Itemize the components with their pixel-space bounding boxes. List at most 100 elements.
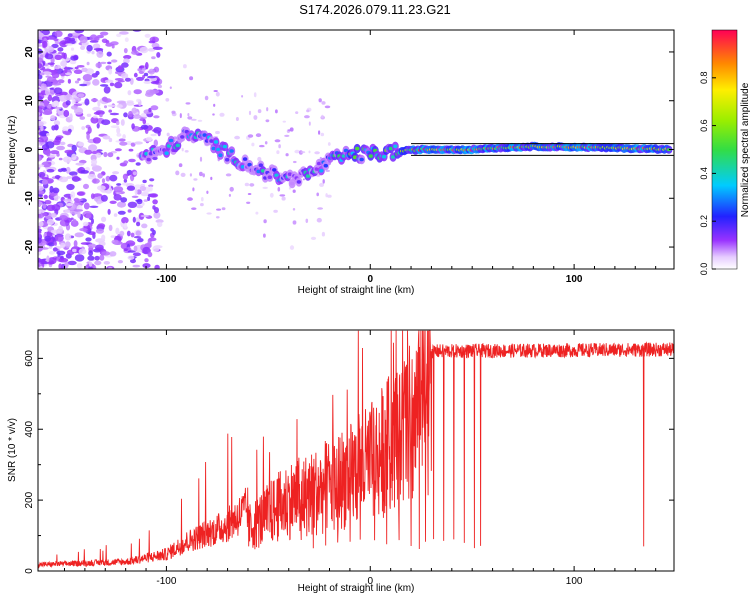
noise-blob	[89, 34, 98, 42]
noise-blob	[126, 101, 135, 106]
noise-blob	[79, 83, 88, 87]
noise-blob	[221, 207, 226, 211]
noise-blob	[120, 197, 128, 203]
noise-blob	[112, 171, 120, 175]
ridge-core	[146, 157, 151, 162]
noise-blob	[89, 40, 99, 43]
ridge-core	[272, 168, 277, 172]
noise-blob	[42, 110, 53, 115]
noise-blob	[327, 194, 332, 198]
noise-blob	[38, 250, 41, 256]
noise-blob	[189, 173, 192, 177]
noise-blob	[128, 148, 134, 152]
noise-blob	[61, 168, 67, 172]
noise-blob	[115, 120, 120, 126]
noise-blob	[51, 82, 62, 86]
noise-blob	[69, 59, 77, 65]
noise-blob	[259, 144, 265, 148]
noise-blob	[95, 152, 102, 158]
noise-blob	[215, 91, 220, 97]
noise-blob	[122, 173, 128, 180]
noise-blob	[103, 86, 111, 94]
noise-blob	[321, 114, 324, 118]
noise-blob	[279, 194, 286, 197]
noise-blob	[187, 197, 193, 201]
noise-blob	[157, 84, 162, 89]
y-tick-label: 0	[24, 568, 35, 574]
noise-blob	[70, 191, 76, 199]
noise-blob	[148, 184, 154, 188]
noise-blob	[302, 178, 305, 181]
noise-blob	[324, 105, 331, 109]
noise-blob	[88, 144, 98, 152]
colorbar-tick-label: 0.8	[699, 72, 709, 85]
noise-blob	[269, 192, 274, 198]
noise-blob	[157, 221, 163, 228]
noise-blob	[187, 113, 190, 117]
noise-blob	[104, 79, 114, 83]
ridge-core	[222, 144, 228, 149]
noise-blob	[147, 196, 151, 201]
noise-blob	[275, 109, 278, 114]
noise-blob	[144, 33, 151, 38]
noise-blob	[191, 207, 197, 210]
noise-blob	[91, 165, 102, 172]
noise-blob	[126, 230, 131, 237]
noise-blob	[111, 239, 119, 245]
noise-blob	[53, 38, 59, 42]
noise-blob	[38, 143, 41, 146]
noise-blob	[136, 198, 143, 205]
noise-blob	[44, 53, 54, 60]
noise-blob	[117, 210, 126, 215]
noise-blob	[116, 156, 120, 160]
noise-blob	[139, 186, 147, 191]
noise-blob	[152, 46, 163, 50]
noise-blob	[50, 229, 60, 234]
noise-blob	[100, 61, 107, 65]
noise-blob	[128, 158, 136, 163]
noise-blob	[39, 72, 45, 76]
noise-blob	[64, 233, 72, 241]
noise-blob	[103, 151, 108, 158]
noise-blob	[91, 73, 98, 78]
ridge-core	[258, 163, 263, 167]
noise-blob	[102, 135, 111, 140]
noise-blob	[119, 31, 129, 35]
noise-blob	[93, 111, 102, 115]
noise-blob	[51, 204, 61, 212]
noise-blob	[213, 90, 218, 92]
noise-blob	[148, 107, 152, 113]
noise-blob	[53, 87, 63, 95]
ridge-core	[213, 140, 219, 144]
noise-blob	[74, 30, 84, 34]
noise-blob	[46, 133, 50, 137]
noise-blob	[38, 48, 43, 55]
noise-blob	[171, 110, 176, 114]
noise-blob	[109, 251, 117, 257]
noise-blob	[97, 185, 106, 191]
noise-blob	[59, 40, 69, 48]
y-tick-label: -20	[24, 239, 35, 254]
noise-blob	[135, 162, 141, 166]
ridge-core	[290, 181, 295, 186]
noise-blob	[152, 199, 158, 205]
noise-blob	[58, 257, 69, 263]
noise-blob	[131, 123, 135, 130]
noise-blob	[91, 50, 95, 55]
noise-blob	[181, 147, 184, 152]
noise-blob	[38, 57, 43, 64]
noise-blob	[206, 212, 212, 215]
noise-blob	[228, 193, 231, 197]
noise-blob	[58, 51, 63, 55]
noise-blob	[64, 149, 74, 154]
x-tick-label: 100	[566, 576, 583, 587]
noise-blob	[136, 98, 141, 103]
y-tick-label: 20	[24, 46, 35, 58]
noise-blob	[320, 132, 325, 137]
noise-blob	[136, 221, 141, 227]
noise-blob	[53, 100, 60, 107]
noise-blob	[322, 179, 325, 184]
noise-blob	[65, 100, 71, 106]
noise-blob	[204, 95, 209, 101]
noise-blob	[115, 227, 120, 235]
